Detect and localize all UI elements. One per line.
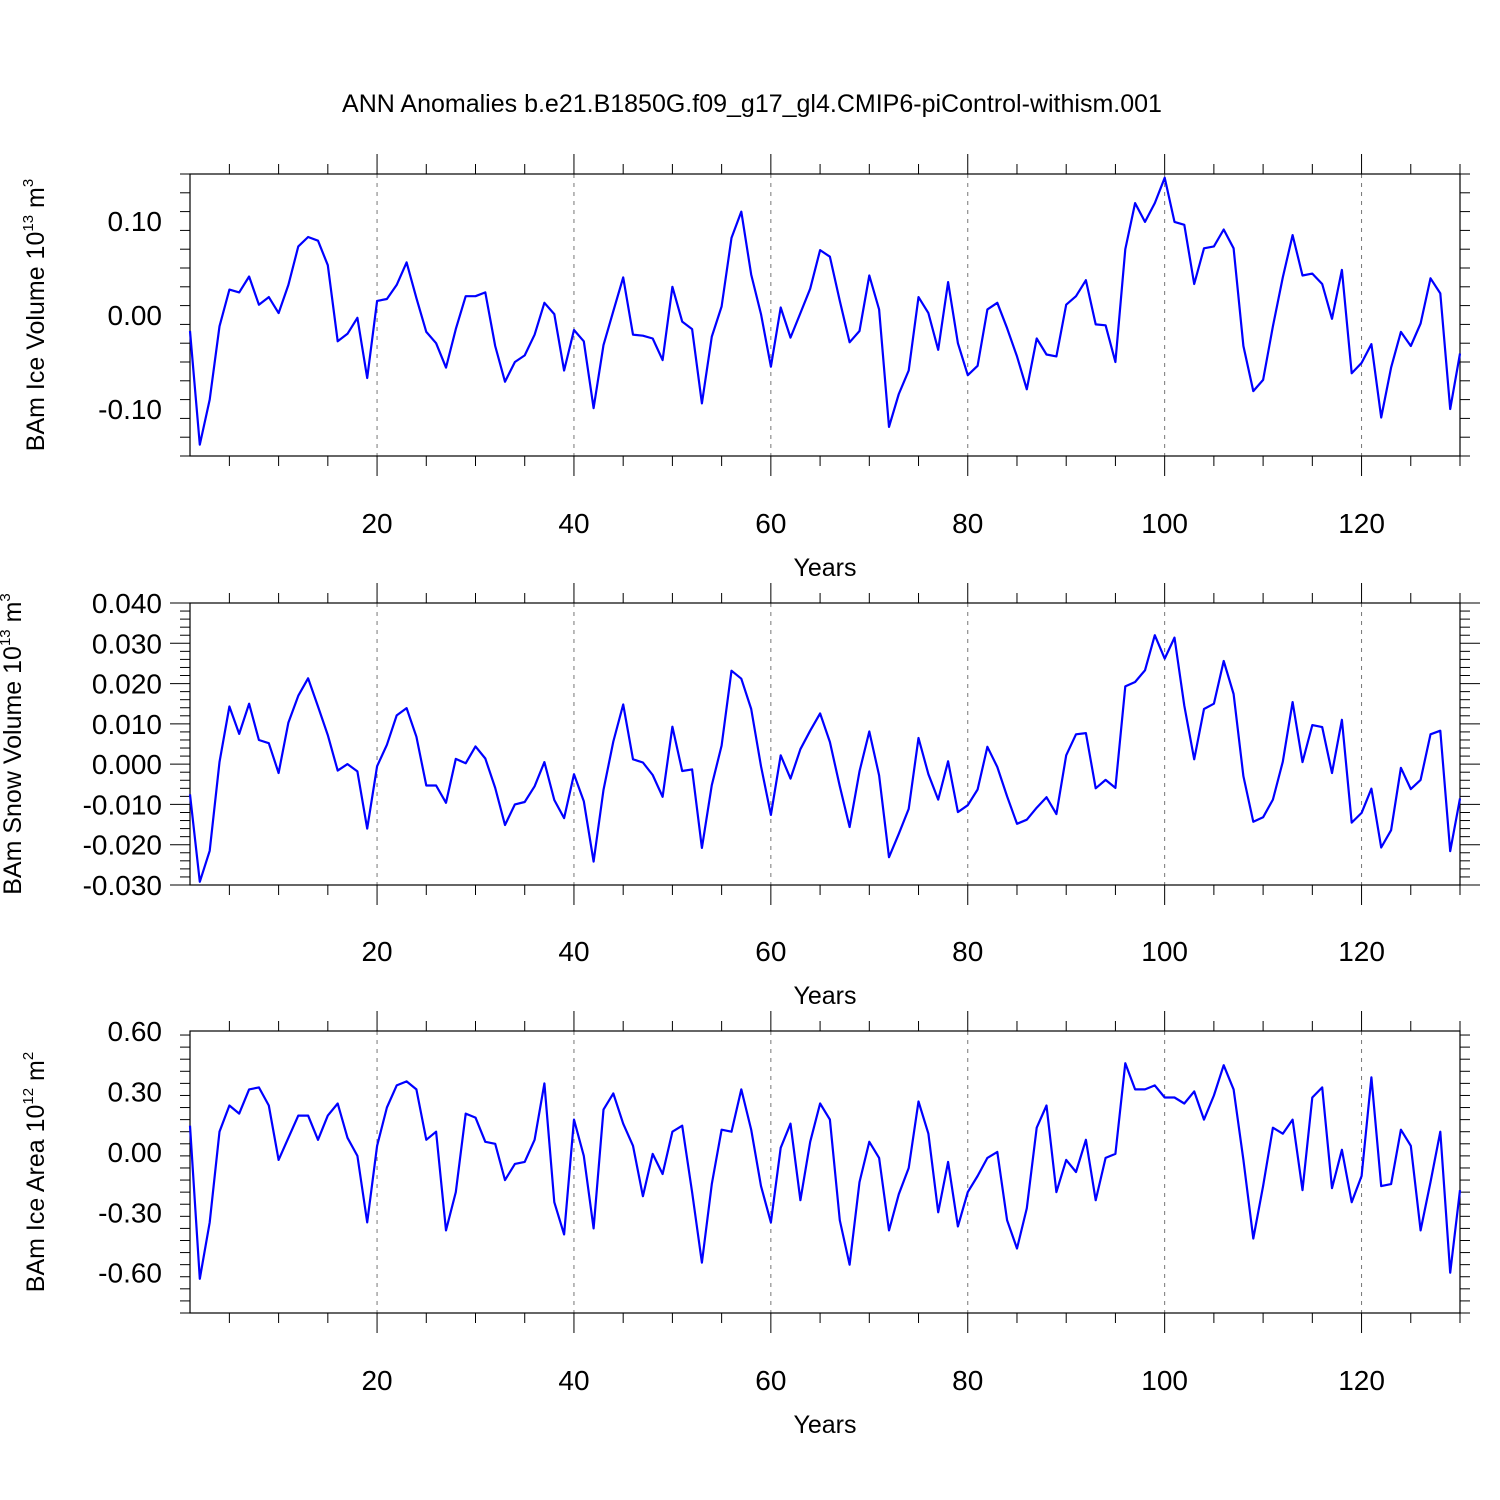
y-tick-label: 0.60 <box>108 1016 163 1047</box>
x-tick-label: 100 <box>1141 508 1188 539</box>
y-tick-label: -0.30 <box>98 1197 162 1228</box>
plot-frame <box>189 602 1461 886</box>
y-axis-title-exponent: 13 <box>20 215 37 232</box>
y-tick-label: 0.020 <box>92 669 162 700</box>
y-tick-label: 0.10 <box>108 206 163 237</box>
x-tick-label: 80 <box>952 508 983 539</box>
y-tick-label: -0.60 <box>98 1258 162 1289</box>
y-axis-title-unit-exponent: 2 <box>20 1052 37 1060</box>
y-tick-label: 0.000 <box>92 749 162 780</box>
y-axis-title-exponent: 13 <box>0 629 14 646</box>
y-axis-title-exponent: 12 <box>20 1088 37 1105</box>
x-tick-label: 80 <box>952 1365 983 1396</box>
series-line <box>188 176 1462 446</box>
x-tick-label: 40 <box>558 936 589 967</box>
y-tick-label: -0.020 <box>83 830 162 861</box>
y-tick-label: -0.10 <box>98 394 162 425</box>
series-line <box>188 634 1462 883</box>
x-tick-label: 120 <box>1338 936 1385 967</box>
y-axis-title-main: BAm Ice Volume 10 <box>22 232 50 452</box>
y-axis-title-main: BAm Ice Area 10 <box>22 1105 50 1293</box>
x-tick-label: 20 <box>361 508 392 539</box>
series-line <box>188 1062 1462 1280</box>
y-axis-title: BAm Ice Volume 1013 m3 <box>20 179 50 451</box>
y-axis-title-unit: m <box>22 187 50 215</box>
x-tick-label: 100 <box>1141 1365 1188 1396</box>
y-tick-label: -0.030 <box>83 870 162 901</box>
x-axis-title: Years <box>793 982 856 1010</box>
x-tick-label: 100 <box>1141 936 1188 967</box>
y-axis-title-unit: m <box>22 1060 50 1088</box>
x-tick-label: 120 <box>1338 508 1385 539</box>
plot-frame <box>189 1030 1461 1314</box>
x-tick-label: 60 <box>755 508 786 539</box>
x-tick-label: 60 <box>755 1365 786 1396</box>
y-axis-title-main: BAm Snow Volume 10 <box>0 646 27 895</box>
y-tick-label: 0.010 <box>92 709 162 740</box>
chart-panel-3: 20 40 60 80 100 120 -0.60 -0.30 0.00 0.30 0.60 Year… <box>20 1011 1470 1439</box>
x-tick-label: 20 <box>361 1365 392 1396</box>
chart-panel-2: 20 40 60 80 100 120 -0.030 -0.020 -0.010 0.000 0.0… <box>0 583 1480 1010</box>
plot-frame <box>189 173 1461 457</box>
y-tick-label: 0.00 <box>108 1137 163 1168</box>
y-tick-label: 0.00 <box>108 300 163 331</box>
x-tick-label: 120 <box>1338 1365 1385 1396</box>
x-tick-label: 40 <box>558 1365 589 1396</box>
x-axis-title: Years <box>793 554 856 582</box>
x-tick-label: 60 <box>755 936 786 967</box>
y-tick-label: 0.040 <box>92 588 162 619</box>
y-axis-title: BAm Ice Area 1012 m2 <box>20 1052 50 1292</box>
y-tick-label: 0.30 <box>108 1076 163 1107</box>
x-tick-label: 80 <box>952 936 983 967</box>
y-axis-title: BAm Snow Volume 1013 m3 <box>0 593 27 895</box>
y-tick-label: 0.030 <box>92 628 162 659</box>
y-axis-title-unit-exponent: 3 <box>20 179 37 187</box>
figure-title: ANN Anomalies b.e21.B1850G.f09_g17_gl4.C… <box>342 90 1162 118</box>
chart-panel-1: 20 40 60 80 100 120 -0.10 0.00 0.10 Years BAm Ice … <box>20 154 1470 582</box>
x-tick-label: 40 <box>558 508 589 539</box>
x-tick-label: 20 <box>361 936 392 967</box>
x-axis-title: Years <box>793 1411 856 1439</box>
y-axis-title-unit-exponent: 3 <box>0 593 14 601</box>
y-tick-label: -0.010 <box>83 789 162 820</box>
y-axis-title-unit: m <box>0 602 27 630</box>
panels: 20 40 60 80 100 120 -0.10 0.00 0.10 Years BAm Ice … <box>0 154 1480 1439</box>
